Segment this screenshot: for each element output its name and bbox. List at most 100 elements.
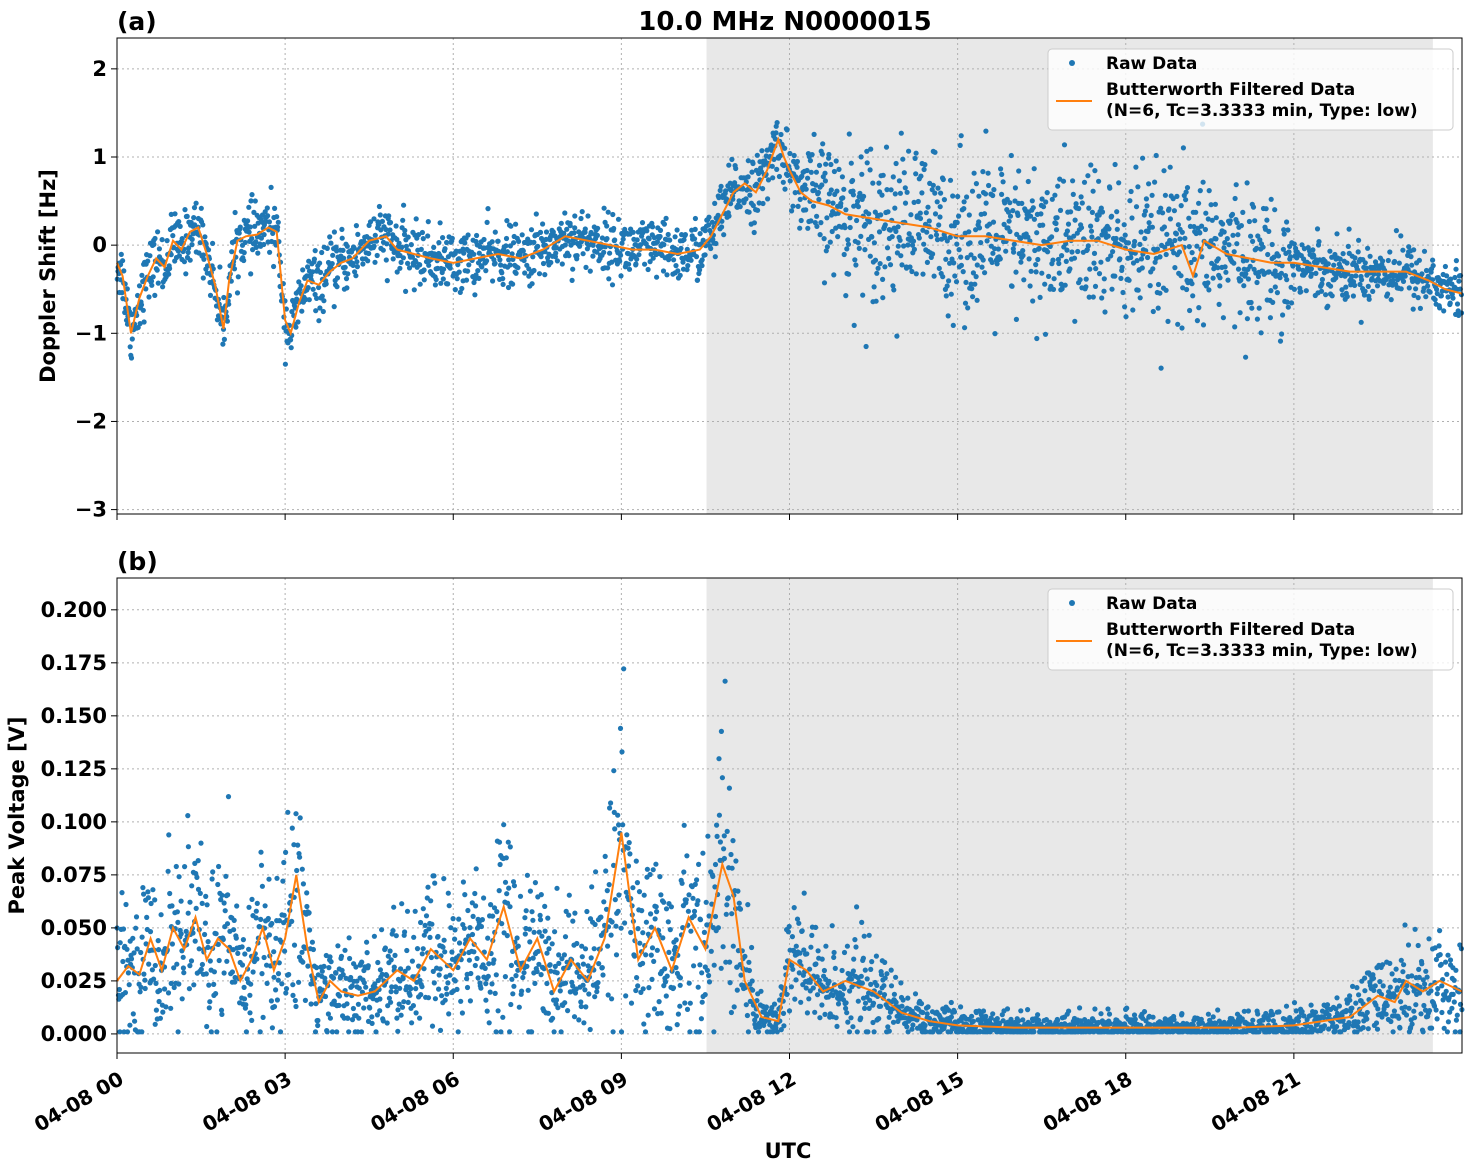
raw-data-point bbox=[425, 995, 432, 1001]
raw-data-point bbox=[579, 954, 585, 960]
raw-data-point bbox=[366, 250, 372, 257]
raw-data-point bbox=[1072, 318, 1078, 324]
raw-data-point bbox=[697, 962, 703, 968]
raw-data-point bbox=[1106, 226, 1112, 232]
raw-data-point bbox=[201, 256, 207, 262]
raw-data-point bbox=[1362, 288, 1368, 294]
raw-data-point bbox=[647, 871, 653, 878]
raw-data-point bbox=[566, 892, 572, 898]
raw-data-point bbox=[1350, 293, 1356, 299]
raw-data-point bbox=[1419, 271, 1425, 277]
raw-data-point bbox=[644, 866, 651, 872]
raw-data-point bbox=[742, 953, 748, 960]
raw-data-point bbox=[288, 337, 294, 343]
raw-data-point bbox=[324, 245, 330, 251]
raw-data-point bbox=[649, 976, 655, 983]
raw-data-point bbox=[174, 961, 180, 967]
raw-data-point bbox=[643, 952, 649, 958]
raw-data-point bbox=[569, 277, 575, 283]
raw-data-point bbox=[207, 999, 213, 1005]
raw-data-point bbox=[595, 225, 601, 231]
raw-data-point bbox=[556, 960, 562, 967]
raw-data-point bbox=[692, 215, 699, 222]
raw-data-point bbox=[119, 290, 125, 296]
raw-data-point bbox=[811, 131, 817, 137]
raw-data-point bbox=[282, 948, 288, 954]
raw-data-point bbox=[152, 962, 158, 969]
raw-data-point bbox=[130, 935, 136, 941]
raw-data-point bbox=[1202, 226, 1208, 233]
raw-data-point bbox=[246, 204, 252, 210]
raw-data-point bbox=[1157, 254, 1163, 260]
raw-data-point bbox=[388, 999, 394, 1005]
raw-data-point bbox=[253, 244, 259, 250]
raw-data-point bbox=[1398, 233, 1404, 239]
raw-data-point bbox=[885, 209, 891, 215]
raw-data-point bbox=[420, 946, 426, 952]
raw-data-point bbox=[231, 266, 238, 272]
raw-data-point bbox=[862, 221, 869, 228]
raw-data-point bbox=[1044, 190, 1050, 196]
raw-data-point bbox=[831, 949, 837, 956]
raw-data-point bbox=[848, 160, 854, 166]
raw-data-point bbox=[819, 956, 825, 962]
raw-data-point bbox=[333, 244, 339, 250]
raw-data-point bbox=[915, 198, 921, 205]
raw-data-point bbox=[1039, 196, 1045, 202]
raw-data-point bbox=[140, 307, 146, 313]
raw-data-point bbox=[1071, 255, 1078, 261]
raw-data-point bbox=[403, 288, 409, 294]
raw-data-point bbox=[310, 946, 316, 953]
raw-data-point bbox=[606, 882, 612, 888]
raw-data-point bbox=[139, 1029, 145, 1035]
raw-data-point bbox=[538, 892, 544, 898]
raw-data-point bbox=[1410, 306, 1416, 312]
raw-data-point bbox=[719, 775, 726, 781]
raw-data-point bbox=[197, 240, 203, 246]
raw-data-point bbox=[1178, 273, 1184, 279]
raw-data-point bbox=[726, 213, 732, 219]
raw-data-point bbox=[492, 229, 498, 235]
raw-data-point bbox=[615, 908, 621, 914]
raw-data-point bbox=[1241, 283, 1247, 289]
raw-data-point bbox=[1227, 218, 1233, 224]
raw-data-point bbox=[1215, 1007, 1221, 1013]
raw-data-point bbox=[1380, 258, 1386, 264]
raw-data-point bbox=[487, 989, 493, 995]
raw-data-point bbox=[857, 190, 863, 196]
raw-data-point bbox=[1050, 257, 1056, 263]
raw-data-point bbox=[973, 181, 980, 187]
raw-data-point bbox=[509, 976, 515, 982]
raw-data-point bbox=[1430, 257, 1436, 263]
raw-data-point bbox=[1375, 271, 1381, 278]
raw-data-point bbox=[141, 319, 147, 325]
raw-data-point bbox=[463, 277, 470, 283]
raw-data-point bbox=[692, 236, 698, 242]
raw-data-point bbox=[261, 954, 267, 961]
raw-data-point bbox=[593, 869, 599, 875]
raw-data-point bbox=[943, 256, 949, 262]
raw-data-point bbox=[374, 1012, 380, 1018]
raw-data-point bbox=[823, 161, 829, 167]
raw-data-point bbox=[202, 931, 208, 938]
raw-data-point bbox=[805, 225, 811, 231]
raw-data-point bbox=[822, 178, 829, 184]
raw-data-point bbox=[461, 925, 467, 931]
raw-data-point bbox=[576, 1017, 582, 1023]
raw-data-point bbox=[555, 1005, 561, 1011]
raw-data-point bbox=[491, 905, 498, 911]
raw-data-point bbox=[437, 1027, 444, 1033]
raw-data-point bbox=[252, 223, 258, 229]
raw-data-point bbox=[1385, 291, 1391, 297]
raw-data-point bbox=[817, 1015, 823, 1021]
raw-data-point bbox=[861, 933, 867, 939]
raw-data-point bbox=[243, 1002, 249, 1008]
raw-data-point bbox=[892, 205, 898, 211]
raw-data-point bbox=[557, 988, 563, 994]
raw-data-point bbox=[633, 261, 639, 267]
raw-data-point bbox=[533, 211, 539, 217]
raw-data-point bbox=[193, 200, 199, 206]
raw-data-point bbox=[121, 268, 127, 274]
raw-data-point bbox=[1082, 1017, 1088, 1023]
raw-data-point bbox=[371, 933, 377, 939]
